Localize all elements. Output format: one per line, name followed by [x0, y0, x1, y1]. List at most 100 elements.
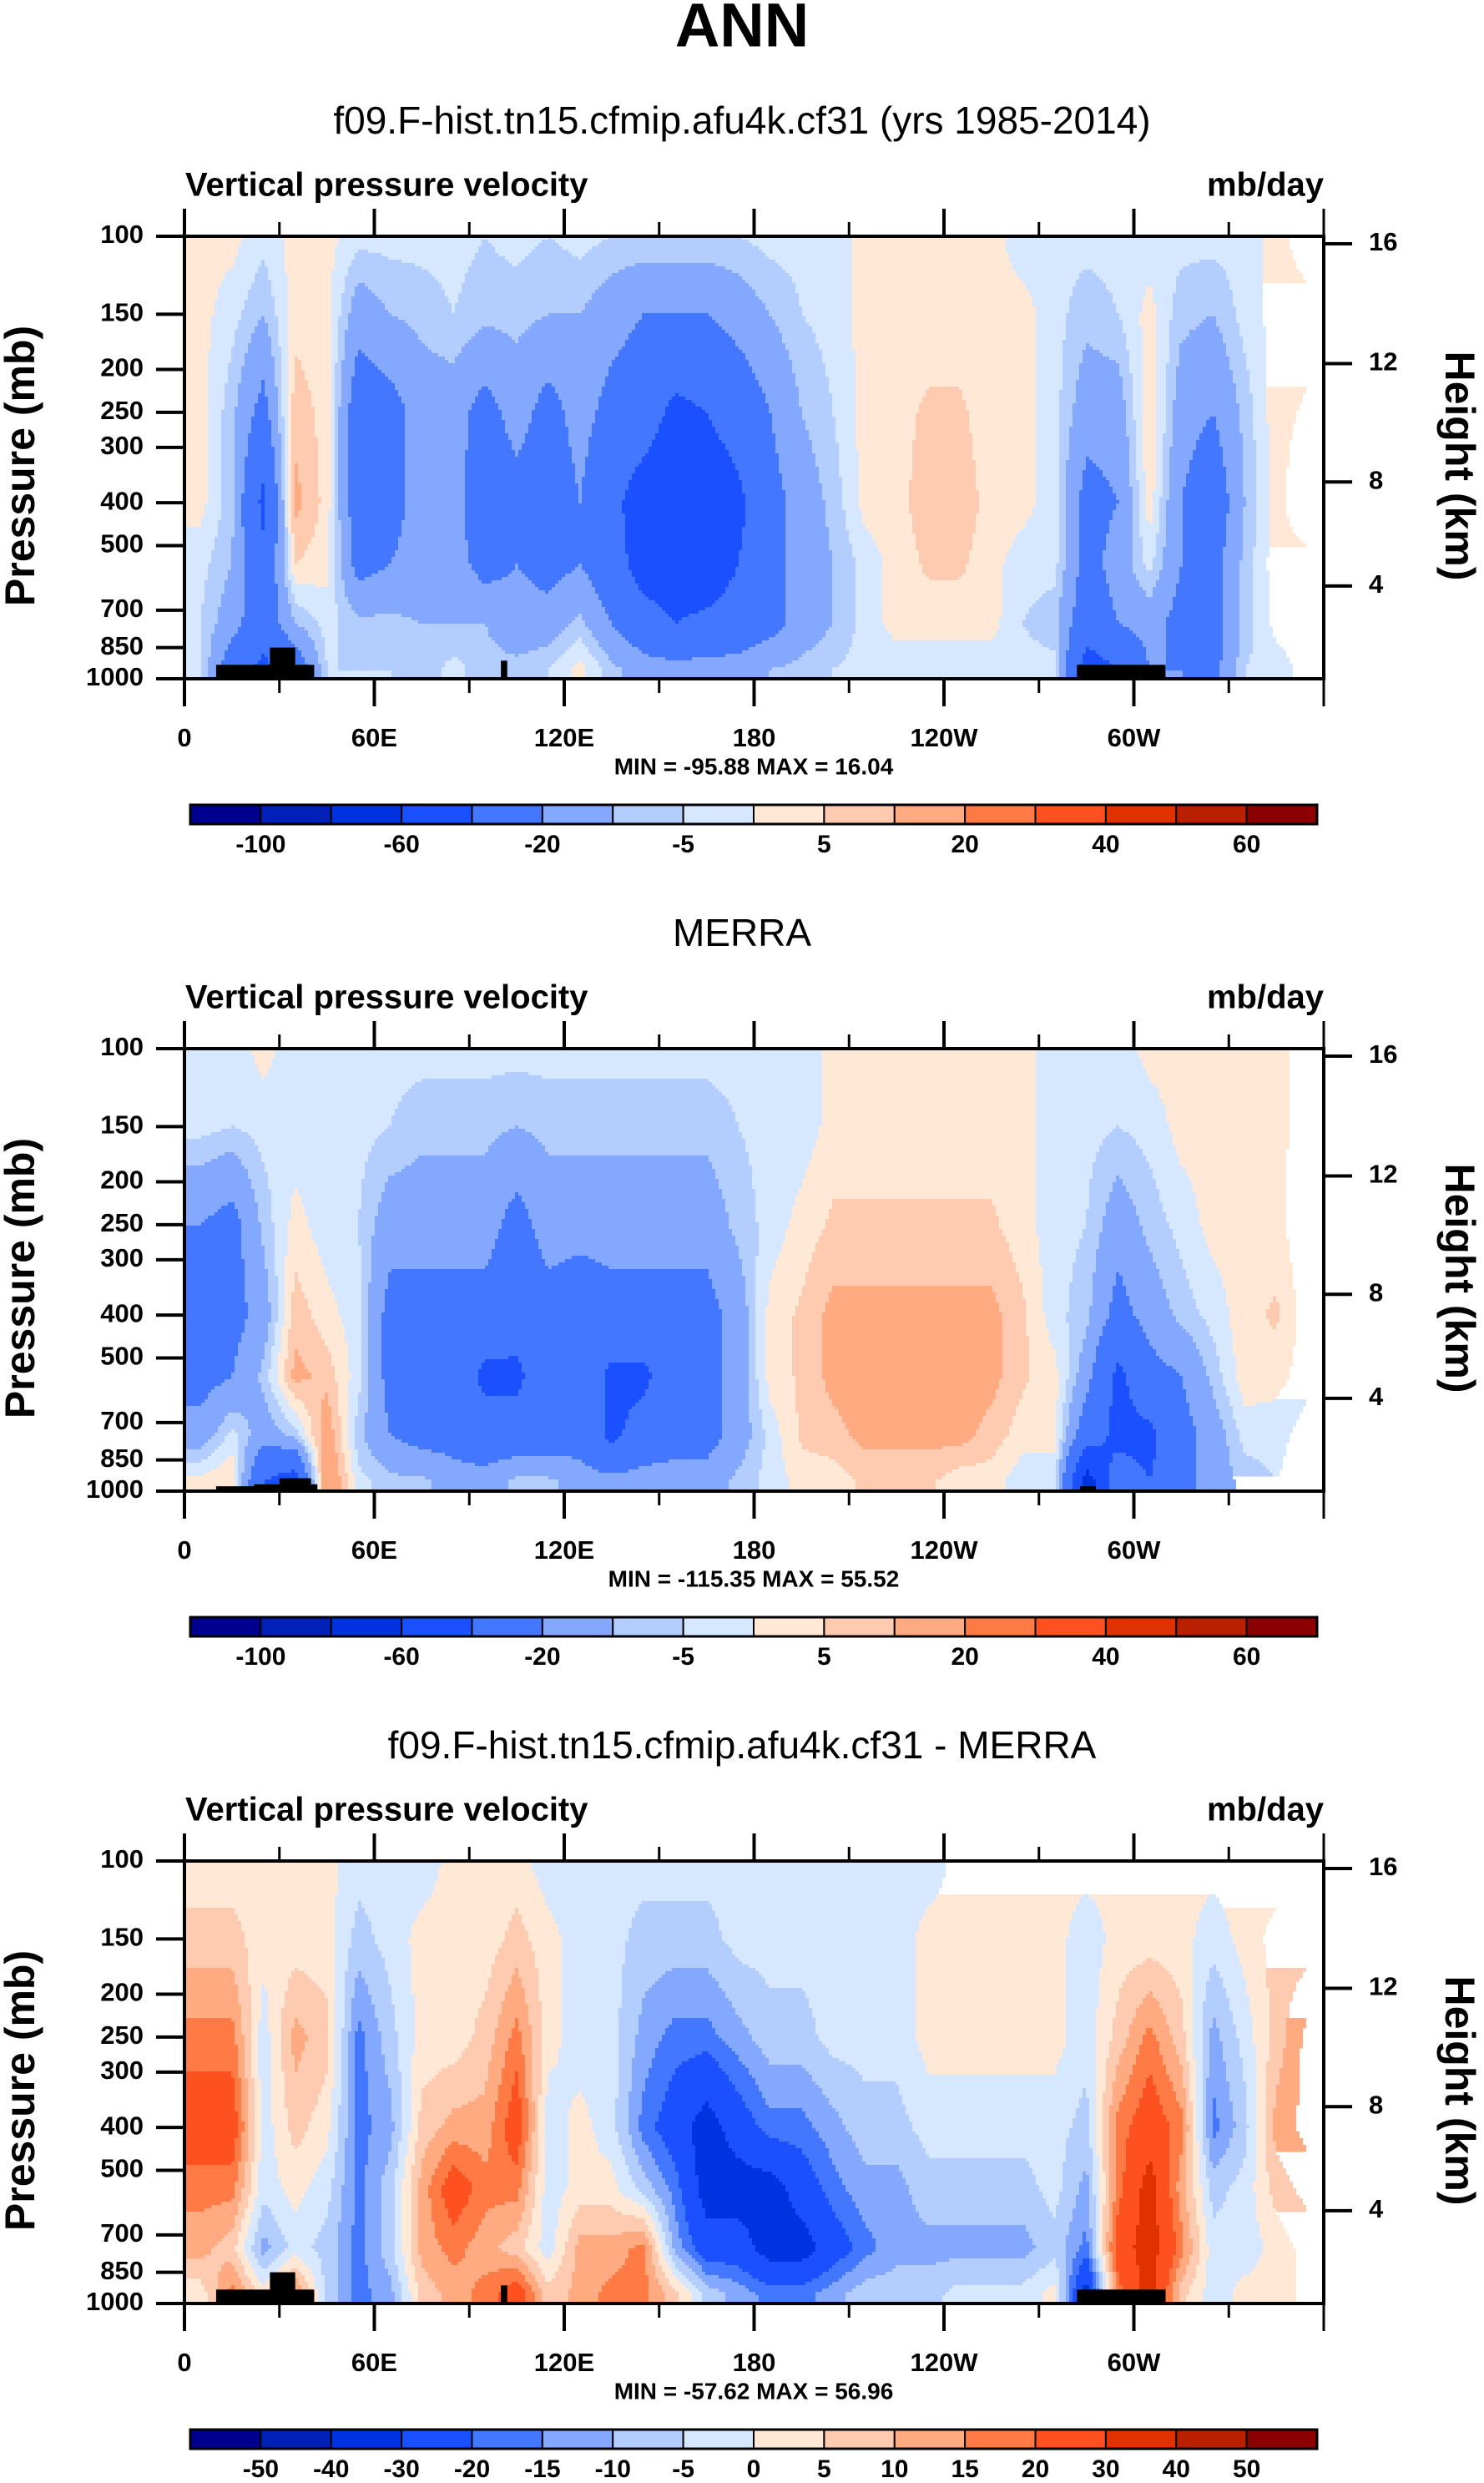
- contour-band: [1106, 1209, 1136, 1213]
- contour-band: [258, 397, 268, 401]
- contour-band: [822, 1072, 1036, 1076]
- contour-band: [725, 654, 802, 658]
- contour-band: [311, 614, 338, 618]
- contour-band: [1143, 360, 1156, 364]
- contour-band: [472, 403, 498, 407]
- contour-band: [912, 527, 976, 531]
- contour-band: [298, 357, 331, 361]
- contour-band: [1223, 650, 1239, 655]
- contour-band: [1263, 250, 1293, 254]
- contour-band: [184, 407, 208, 411]
- contour-band: [288, 377, 295, 381]
- contour-band: [281, 470, 285, 474]
- contour-band: [502, 330, 525, 334]
- contour-band: [275, 306, 288, 311]
- contour-band: [1036, 460, 1059, 464]
- contour-band: [792, 370, 825, 374]
- contour-band: [1126, 340, 1143, 344]
- contour-band: [555, 637, 578, 641]
- colorbar-label: -20: [524, 831, 560, 858]
- contour-band: [288, 390, 295, 394]
- contour-band: [852, 340, 1036, 344]
- contour-band: [1076, 393, 1123, 397]
- contour-band: [966, 567, 1002, 571]
- contour-band: [922, 570, 966, 574]
- contour-band: [308, 387, 331, 391]
- contour-band: [184, 540, 215, 544]
- contour-band: [1166, 630, 1223, 635]
- contour-band: [802, 407, 832, 411]
- contour-band: [1156, 380, 1166, 384]
- contour-band: [235, 1206, 258, 1210]
- contour-band: [1106, 540, 1133, 544]
- contour-band: [211, 550, 231, 554]
- contour-band: [1159, 517, 1166, 521]
- contour-band: [285, 447, 288, 451]
- contour-band: [295, 580, 328, 584]
- contour-band: [852, 250, 1006, 254]
- contour-band: [508, 433, 525, 437]
- contour-band: [1126, 427, 1136, 431]
- contour-band: [969, 550, 1009, 554]
- contour-band: [265, 320, 278, 324]
- contour-band: [281, 473, 285, 478]
- contour-band: [725, 590, 785, 594]
- contour-band: [278, 430, 285, 434]
- contour-band: [1176, 1145, 1290, 1150]
- contour-band: [288, 423, 291, 427]
- contour-band: [1166, 667, 1219, 671]
- contour-band: [271, 283, 288, 287]
- contour-band: [1109, 520, 1133, 524]
- contour-band: [281, 457, 285, 461]
- contour-band: [1079, 490, 1113, 494]
- contour-band: [1076, 400, 1126, 404]
- contour-band: [1176, 584, 1223, 588]
- contour-band: [1119, 370, 1129, 374]
- contour-band: [288, 340, 331, 344]
- contour-band: [842, 497, 859, 501]
- contour-band: [1173, 1132, 1290, 1136]
- contour-band: [1076, 577, 1106, 581]
- contour-band: [976, 517, 1029, 521]
- contour-band: [785, 607, 832, 611]
- contour-band: [1143, 1152, 1176, 1156]
- contour-band: [1196, 1199, 1286, 1203]
- contour-band: [508, 574, 525, 578]
- contour-band: [1063, 360, 1083, 364]
- contour-band: [238, 1156, 261, 1160]
- contour-band: [255, 330, 268, 334]
- contour-band: [1129, 477, 1136, 481]
- contour-band: [221, 480, 235, 484]
- contour-band: [799, 293, 852, 297]
- contour-band: [1163, 564, 1183, 568]
- contour-band: [1156, 410, 1166, 414]
- contour-band: [281, 236, 338, 240]
- contour-band: [719, 1182, 752, 1186]
- contour-band: [238, 627, 281, 631]
- contour-band: [291, 557, 295, 561]
- contour-band: [268, 1069, 822, 1073]
- contour-band: [832, 574, 856, 578]
- contour-band: [338, 330, 345, 334]
- contour-band: [1253, 433, 1269, 437]
- contour-band: [916, 537, 972, 541]
- contour-band: [829, 534, 849, 538]
- contour-band: [625, 550, 739, 554]
- contour-band: [184, 457, 208, 461]
- contour-band: [1183, 550, 1223, 554]
- contour-band: [1103, 560, 1133, 564]
- contour-band: [749, 363, 792, 367]
- contour-band: [335, 250, 358, 254]
- contour-band: [398, 547, 468, 551]
- contour-band: [565, 574, 588, 578]
- contour-band: [321, 670, 328, 675]
- contour-band: [291, 560, 295, 564]
- contour-band: [1009, 253, 1263, 257]
- contour-band: [184, 343, 211, 347]
- contour-band: [291, 480, 295, 484]
- contour-band: [405, 477, 465, 481]
- contour-band: [832, 587, 856, 591]
- contour-band: [184, 427, 208, 431]
- contour-band: [285, 480, 288, 484]
- contour-band: [1063, 580, 1076, 584]
